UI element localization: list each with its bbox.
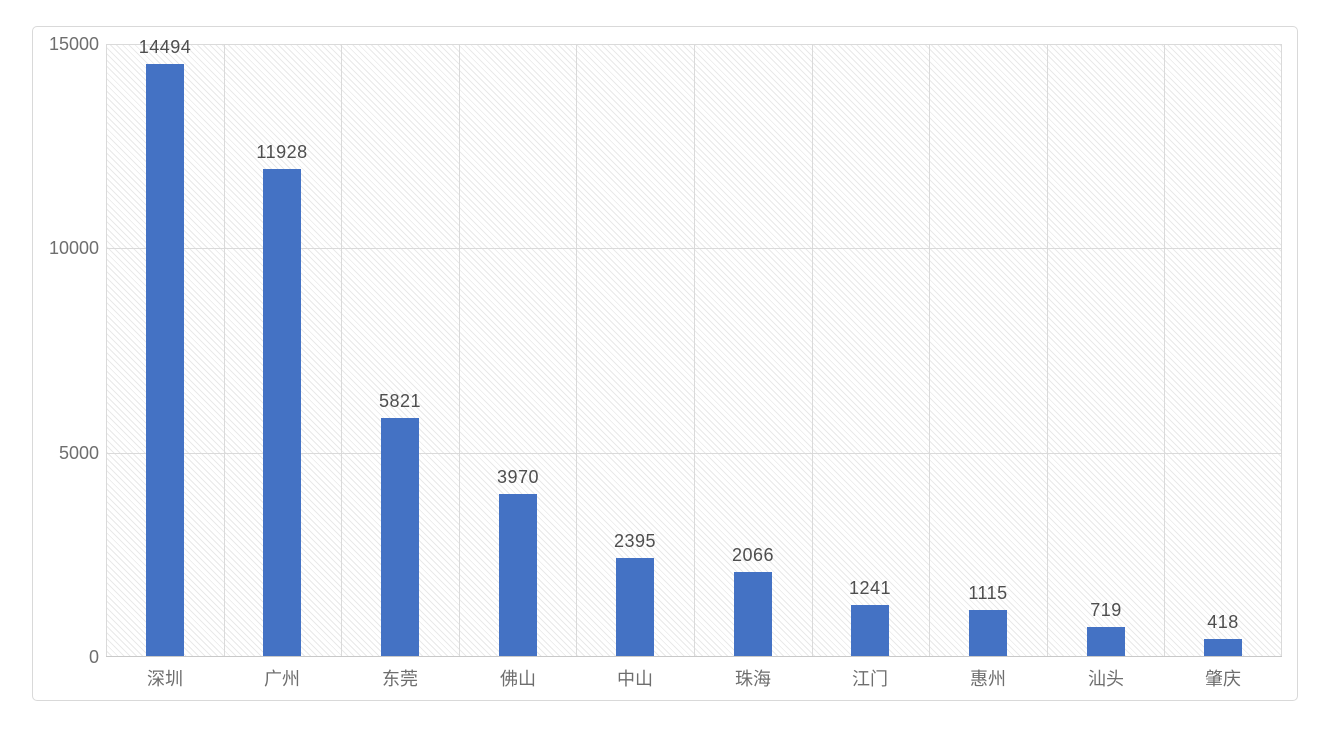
x-axis-label: 中山 bbox=[617, 669, 653, 689]
y-axis-label: 15000 bbox=[48, 34, 99, 54]
bar bbox=[616, 558, 654, 656]
bar-value-label: 1241 bbox=[848, 578, 892, 598]
bar-value-label: 3970 bbox=[496, 467, 540, 487]
gridline-vertical bbox=[341, 44, 342, 656]
gridline-vertical bbox=[459, 44, 460, 656]
bar bbox=[1087, 627, 1125, 656]
bar-value-label: 1115 bbox=[968, 583, 1008, 603]
bar-value-label: 418 bbox=[1207, 612, 1239, 632]
gridline-vertical bbox=[694, 44, 695, 656]
x-axis-label: 惠州 bbox=[970, 669, 1006, 689]
bar-value-label: 5821 bbox=[378, 391, 422, 411]
gridline-vertical bbox=[1164, 44, 1165, 656]
gridline-vertical bbox=[812, 44, 813, 656]
bar bbox=[146, 64, 184, 656]
x-axis-label: 东莞 bbox=[382, 669, 418, 689]
gridline-horizontal bbox=[106, 248, 1282, 249]
gridline-vertical bbox=[576, 44, 577, 656]
y-axis-label: 0 bbox=[88, 647, 99, 667]
bar bbox=[499, 494, 537, 656]
y-axis-label: 5000 bbox=[58, 443, 99, 463]
bar-value-label: 719 bbox=[1090, 600, 1122, 620]
bar-value-label: 2395 bbox=[613, 531, 657, 551]
bar-value-label: 11928 bbox=[256, 142, 308, 162]
chart-frame: 14494 11928 5821 3970 2395 2066 1241 1115 719 418… bbox=[32, 26, 1298, 701]
x-axis-label: 珠海 bbox=[735, 669, 771, 689]
x-axis-label: 肇庆 bbox=[1205, 669, 1241, 689]
y-axis-label: 10000 bbox=[48, 238, 99, 258]
bar bbox=[734, 572, 772, 656]
bar bbox=[1204, 639, 1242, 656]
gridline-vertical bbox=[929, 44, 930, 656]
x-axis-label: 深圳 bbox=[147, 669, 183, 689]
gridline-vertical bbox=[1047, 44, 1048, 656]
plot-area: 14494 11928 5821 3970 2395 2066 1241 1115 719 418 bbox=[106, 37, 1282, 657]
bar-value-label: 2066 bbox=[731, 545, 775, 565]
x-axis-label: 汕头 bbox=[1088, 669, 1124, 689]
gridline-vertical bbox=[224, 44, 225, 656]
gridline-horizontal bbox=[106, 44, 1282, 45]
x-axis-label: 广州 bbox=[264, 669, 300, 689]
bar bbox=[381, 418, 419, 656]
bar bbox=[969, 610, 1007, 656]
gridline-vertical bbox=[106, 44, 107, 656]
gridline-horizontal bbox=[106, 453, 1282, 454]
x-axis-label: 江门 bbox=[852, 669, 888, 689]
gridline-vertical bbox=[1281, 44, 1282, 656]
bar-value-label: 14494 bbox=[138, 37, 192, 57]
bar bbox=[263, 169, 301, 656]
bar bbox=[851, 605, 889, 656]
x-axis-label: 佛山 bbox=[500, 669, 536, 689]
